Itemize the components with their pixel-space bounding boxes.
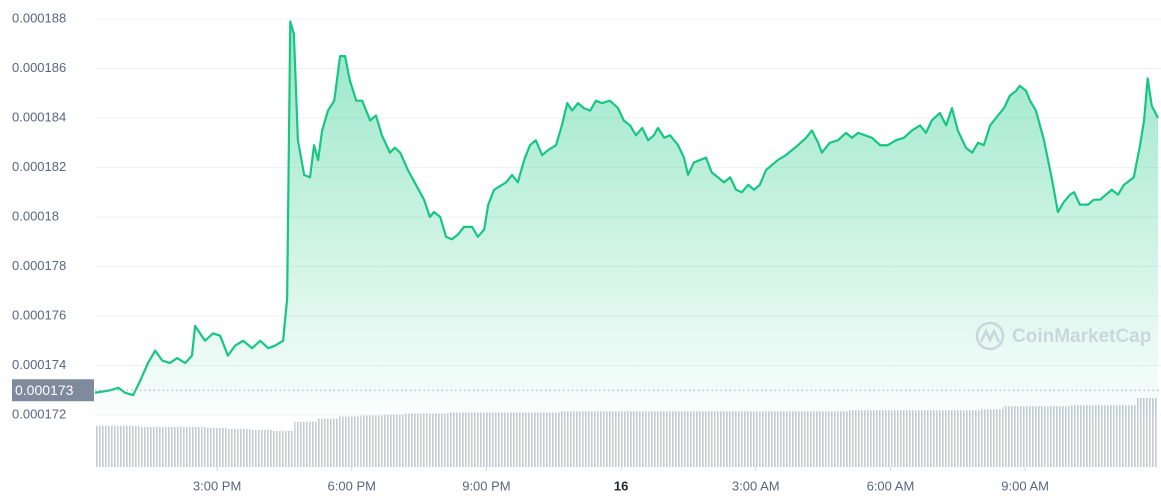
volume-bar bbox=[537, 412, 561, 467]
volume-bar bbox=[715, 411, 738, 467]
volume-bar bbox=[692, 411, 716, 467]
volume-bar bbox=[1025, 406, 1048, 467]
x-tick-label: 6:00 AM bbox=[867, 478, 915, 493]
volume-bar bbox=[892, 410, 915, 467]
price-marker-label: 0.000173 bbox=[15, 382, 74, 398]
volume-bar bbox=[781, 411, 804, 467]
volume-bar bbox=[560, 411, 583, 467]
volume-bar bbox=[626, 411, 649, 467]
volume-bar bbox=[382, 414, 406, 467]
y-tick-label: 0.000186 bbox=[12, 60, 66, 75]
volume-bar bbox=[405, 413, 428, 467]
volume-bar bbox=[95, 425, 118, 467]
x-tick-label: 9:00 AM bbox=[1001, 478, 1049, 493]
volume-bar bbox=[958, 410, 981, 467]
y-tick-label: 0.000172 bbox=[12, 406, 66, 421]
y-tick-label: 0.000178 bbox=[12, 258, 66, 273]
volume-bar bbox=[1091, 405, 1114, 467]
volume-bar bbox=[648, 411, 671, 467]
volume-bar bbox=[1047, 406, 1070, 467]
volume-bar bbox=[847, 410, 871, 467]
x-tick-label: 9:00 PM bbox=[462, 478, 510, 493]
volume-bar bbox=[825, 411, 848, 467]
volume-bar bbox=[759, 411, 782, 467]
y-tick-label: 0.000182 bbox=[12, 159, 66, 174]
volume-bar bbox=[183, 426, 206, 467]
volume-bar bbox=[604, 411, 627, 467]
volume-bar bbox=[360, 415, 383, 467]
watermark-text: CoinMarketCap bbox=[1012, 326, 1151, 347]
volume-bar bbox=[1135, 398, 1158, 467]
x-tick-label: 3:00 PM bbox=[193, 478, 241, 493]
area bbox=[95, 21, 1158, 415]
volume-bar bbox=[936, 410, 959, 467]
y-tick-label: 0.00018 bbox=[12, 208, 59, 223]
volume-bar bbox=[161, 426, 184, 467]
volume-bar bbox=[449, 412, 472, 467]
volume-bar bbox=[803, 411, 826, 467]
volume-bar bbox=[515, 412, 538, 467]
x-tick-label: 6:00 PM bbox=[328, 478, 376, 493]
volume-bar bbox=[316, 418, 339, 467]
watermark: CoinMarketCap bbox=[975, 321, 1151, 351]
volume-bar bbox=[670, 411, 693, 467]
price-marker-box bbox=[12, 379, 94, 402]
axes: 0.000172 0.000174 0.000176 0.000178 0.00018 0… bbox=[12, 10, 1161, 493]
x-tick-label: 3:00 AM bbox=[732, 478, 780, 493]
volume-bar bbox=[250, 429, 273, 467]
price-line bbox=[94, 20, 1159, 397]
volume-bar bbox=[139, 426, 162, 467]
volume-bar bbox=[227, 428, 251, 467]
volume-bar bbox=[1002, 406, 1026, 467]
volume-bar bbox=[493, 412, 516, 467]
plot bbox=[94, 20, 1159, 415]
logo-mark bbox=[979, 327, 1001, 344]
volume-bar bbox=[980, 409, 1003, 467]
volume-bar bbox=[870, 410, 893, 467]
volume-bar bbox=[1069, 405, 1092, 467]
volume bbox=[95, 398, 1158, 467]
y-tick-label: 0.000174 bbox=[12, 357, 66, 372]
volume-bar bbox=[294, 421, 317, 467]
y-tick-label: 0.000188 bbox=[12, 10, 66, 25]
volume-bar bbox=[117, 425, 140, 467]
volume-bar bbox=[427, 413, 450, 467]
y-tick-label: 0.000176 bbox=[12, 307, 66, 322]
volume-bar bbox=[338, 416, 361, 467]
volume-bar bbox=[471, 412, 494, 467]
volume-bar bbox=[582, 411, 605, 467]
volume-bar bbox=[272, 430, 295, 467]
volume-bar bbox=[205, 427, 228, 467]
y-tick-label: 0.000184 bbox=[12, 109, 66, 124]
x-tick-label: 16 bbox=[614, 478, 628, 493]
volume-bar bbox=[914, 410, 937, 467]
logo bbox=[975, 321, 1005, 351]
volume-bar bbox=[1113, 405, 1136, 467]
volume-bar bbox=[737, 411, 760, 467]
